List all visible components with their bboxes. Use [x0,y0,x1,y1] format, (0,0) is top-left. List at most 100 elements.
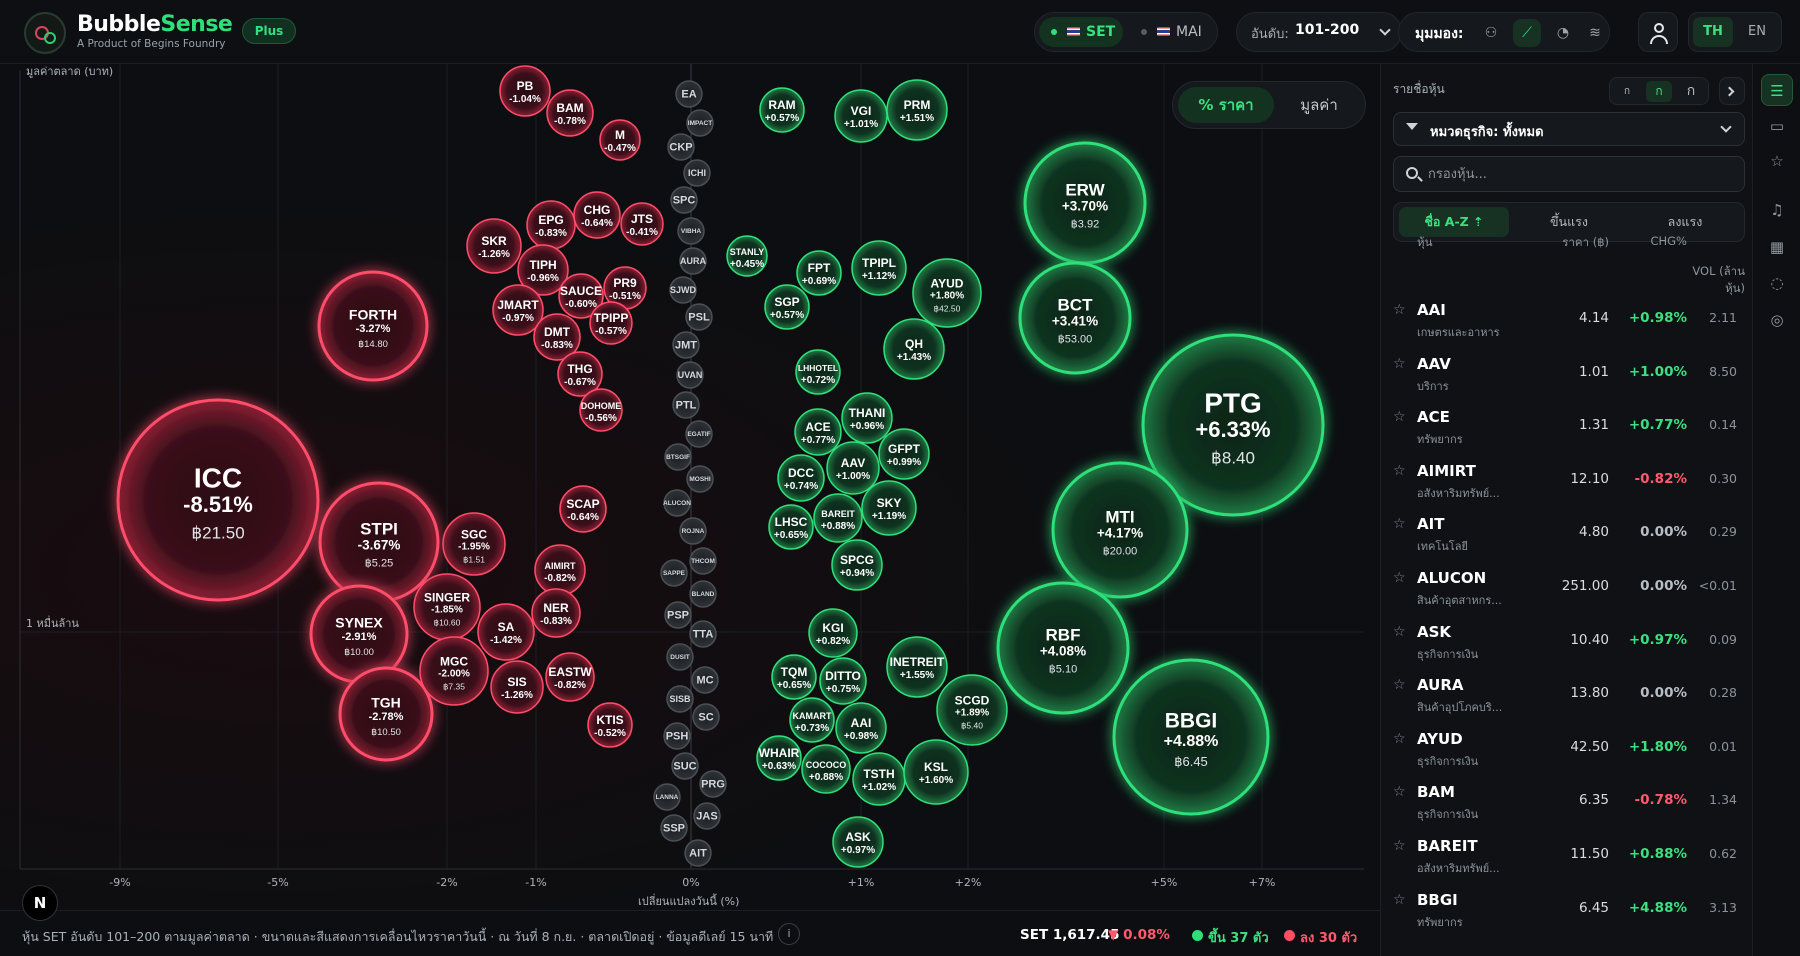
bubble-ea[interactable]: EA [675,80,703,108]
bubble-ace[interactable]: ACE+0.77% [794,408,842,456]
star-icon[interactable]: ☆ [1393,462,1406,479]
bubble-dcc[interactable]: DCC+0.74% [777,454,825,502]
sector-filter-select[interactable]: หมวดธุรกิจ: ทั้งหมด [1393,112,1745,146]
bubble-thcom[interactable]: THCOM [689,547,717,575]
bubble-sc[interactable]: SC [692,703,720,731]
column-vol[interactable]: VOL (ล้านหุ้น) [1692,264,1745,295]
star-icon[interactable]: ☆ [1770,152,1784,170]
rank-select[interactable]: อันดับ: 101-200 [1236,12,1402,52]
bubble-mgc[interactable]: MGC-2.00% ฿7.35 [419,636,489,706]
star-icon[interactable]: ☆ [1393,570,1406,586]
text-size-medium[interactable]: ก [1646,81,1672,102]
bubble-tiph[interactable]: TIPH-0.96% [517,244,569,296]
bubble-chg[interactable]: CHG-0.64% [573,191,621,239]
sort-az-button[interactable]: ชื่อ A-Z ⇡ [1399,207,1509,237]
bubble-tqm[interactable]: TQM+0.65% [771,654,817,700]
bubble-singer[interactable]: SINGER-1.85% ฿10.60 [413,573,481,641]
table-row[interactable]: ☆ BBGI ทรัพยากร 6.45 +4.88% 3.13 [1381,884,1753,938]
bubble-vibha[interactable]: VIBHA [677,217,705,245]
bubble-tsth[interactable]: TSTH+1.02% [852,752,906,806]
bubble-dohome[interactable]: DOHOME -0.56% [579,388,623,432]
bubble-vgi[interactable]: VGI+1.01% [834,89,888,143]
bubble-tgh[interactable]: TGH-2.78% ฿10.50 [338,666,434,762]
bubble-inetreit[interactable]: INETREIT+1.55% [886,636,948,698]
table-row[interactable]: ☆ AIT เทคโนโลยี 4.80 0.00% 0.29 [1381,508,1753,562]
star-icon[interactable]: ☆ [1393,784,1406,801]
bubble-forth[interactable]: FORTH-3.27% ฿14.80 [317,270,429,382]
star-icon[interactable]: ☆ [1393,677,1406,694]
bubble-pb[interactable]: PB-1.04% [499,65,551,117]
value-toggle[interactable]: มูลค่า [1300,96,1338,114]
bubble-lhhotel[interactable]: LHHOTEL +0.72% [795,349,841,395]
calendar-icon[interactable]: ▦ [1769,238,1785,256]
bubble-tta[interactable]: TTA [689,620,717,648]
bubble-tpipl[interactable]: TPIPL+1.12% [851,240,907,296]
table-row[interactable]: ☆ AAI เกษตรและอาหาร 4.14 +0.98% 2.11 [1381,294,1753,348]
bubble-sjwd[interactable]: SJWD [669,276,697,304]
bubble-sappe[interactable]: SAPPE [660,559,688,587]
sort-gainers-button[interactable]: ขึ้นแรง [1550,214,1588,229]
bubble-sgp[interactable]: SGP+0.57% [764,284,810,330]
bubble-gfpt[interactable]: GFPT+0.99% [878,428,930,480]
bubble-jts[interactable]: JTS-0.41% [620,202,664,246]
bubble-scap[interactable]: SCAP-0.64% [559,485,607,533]
bubble-sisb[interactable]: SISB [666,685,694,713]
bubble-ayud[interactable]: AYUD+1.80% ฿42.50 [912,258,982,328]
bubble-bareit[interactable]: BAREIT +0.88% [813,493,863,543]
expand-panel-button[interactable] [1719,77,1745,105]
bubble-erw[interactable]: ERW+3.70% ฿3.92 [1023,141,1147,265]
bubble-sgc[interactable]: SGC-1.95% ฿1.51 [442,512,506,576]
bubble-ckp[interactable]: CKP [667,133,695,161]
chat-icon[interactable]: ◌ [1770,274,1784,292]
market-set-button[interactable]: SET [1039,17,1123,47]
bubble-eastw[interactable]: EASTW-0.82% [545,652,595,702]
gauge-icon[interactable]: ◔ [1556,25,1570,41]
bubble-lanna[interactable]: LANNA [653,783,681,811]
waves-icon[interactable]: ≋ [1589,25,1601,41]
bubble-moshi[interactable]: MOSHI [686,465,714,493]
bubble-ptl[interactable]: PTL [672,391,700,419]
star-icon[interactable]: ☆ [1393,302,1406,318]
bubble-sa[interactable]: SA-1.42% [477,603,535,661]
scatter-chart-icon[interactable]: ⟋ [1513,19,1541,47]
bubble-ssp[interactable]: SSP [660,814,688,842]
market-mai-button[interactable]: MAI [1129,17,1213,47]
bubble-rojna[interactable]: ROJNA [679,517,707,545]
bubble-mc[interactable]: MC [691,666,719,694]
column-chg[interactable]: CHG% [1650,234,1687,248]
table-row[interactable]: ☆ AURA สินค้าอุปโภคบริ... 13.80 0.00% 0.28 [1381,669,1753,723]
bubble-whair[interactable]: WHAIR+0.63% [756,735,802,781]
star-icon[interactable]: ☆ [1393,730,1406,747]
bubble-egatif[interactable]: EGATIF [685,420,713,448]
table-row[interactable]: ☆ BAREIT อสังหาริมทรัพย์... 11.50 +0.88% 0.62 [1381,830,1753,884]
bubble-epg[interactable]: EPG-0.83% [526,200,576,250]
text-size-large[interactable]: ก [1686,83,1696,99]
bubble-uvan[interactable]: UVAN [676,361,704,389]
bubble-bbgi[interactable]: BBGI+4.88% ฿6.45 [1112,658,1270,816]
bubble-aav[interactable]: AAV+1.00% [826,441,880,495]
user-account-button[interactable] [1638,12,1678,52]
search-input[interactable] [1428,164,1728,184]
bubble-m[interactable]: M-0.47% [599,119,641,161]
bubble-suc[interactable]: SUC [671,752,699,780]
bubble-scgd[interactable]: SCGD+1.89% ฿5.40 [936,674,1008,746]
column-price[interactable]: ราคา (฿) [1562,235,1609,249]
info-icon[interactable]: i [778,923,800,945]
price-percent-toggle[interactable]: % ราคา [1178,87,1274,123]
bubble-jmt[interactable]: JMT [672,331,700,359]
bubble-ichi[interactable]: ICHI [683,159,711,187]
bubble-thani[interactable]: THANI+0.96% [841,392,893,444]
table-row[interactable]: ☆ ASK ธุรกิจการเงิน 10.40 +0.97% 0.09 [1381,616,1753,670]
bubble-fpt[interactable]: FPT+0.69% [796,250,842,296]
bubble-tpipp[interactable]: TPIPP-0.57% [589,301,633,345]
bubble-ait[interactable]: AIT [684,839,712,867]
bubble-sky[interactable]: SKY+1.19% [861,480,917,536]
bubble-jmart[interactable]: JMART-0.97% [492,284,544,336]
bubble-mti[interactable]: MTI+4.17% ฿20.00 [1051,461,1189,599]
table-row[interactable]: ☆ AYUD ธุรกิจการเงิน 42.50 +1.80% 0.01 [1381,723,1753,777]
bubble-spcg[interactable]: SPCG+0.94% [831,539,883,591]
bubble-aai[interactable]: AAI+0.98% [835,702,887,754]
bubble-lhsc[interactable]: LHSC+0.65% [768,504,814,550]
bubble-bland[interactable]: BLAND [689,580,717,608]
bubble-ksl[interactable]: KSL+1.60% [903,739,969,805]
